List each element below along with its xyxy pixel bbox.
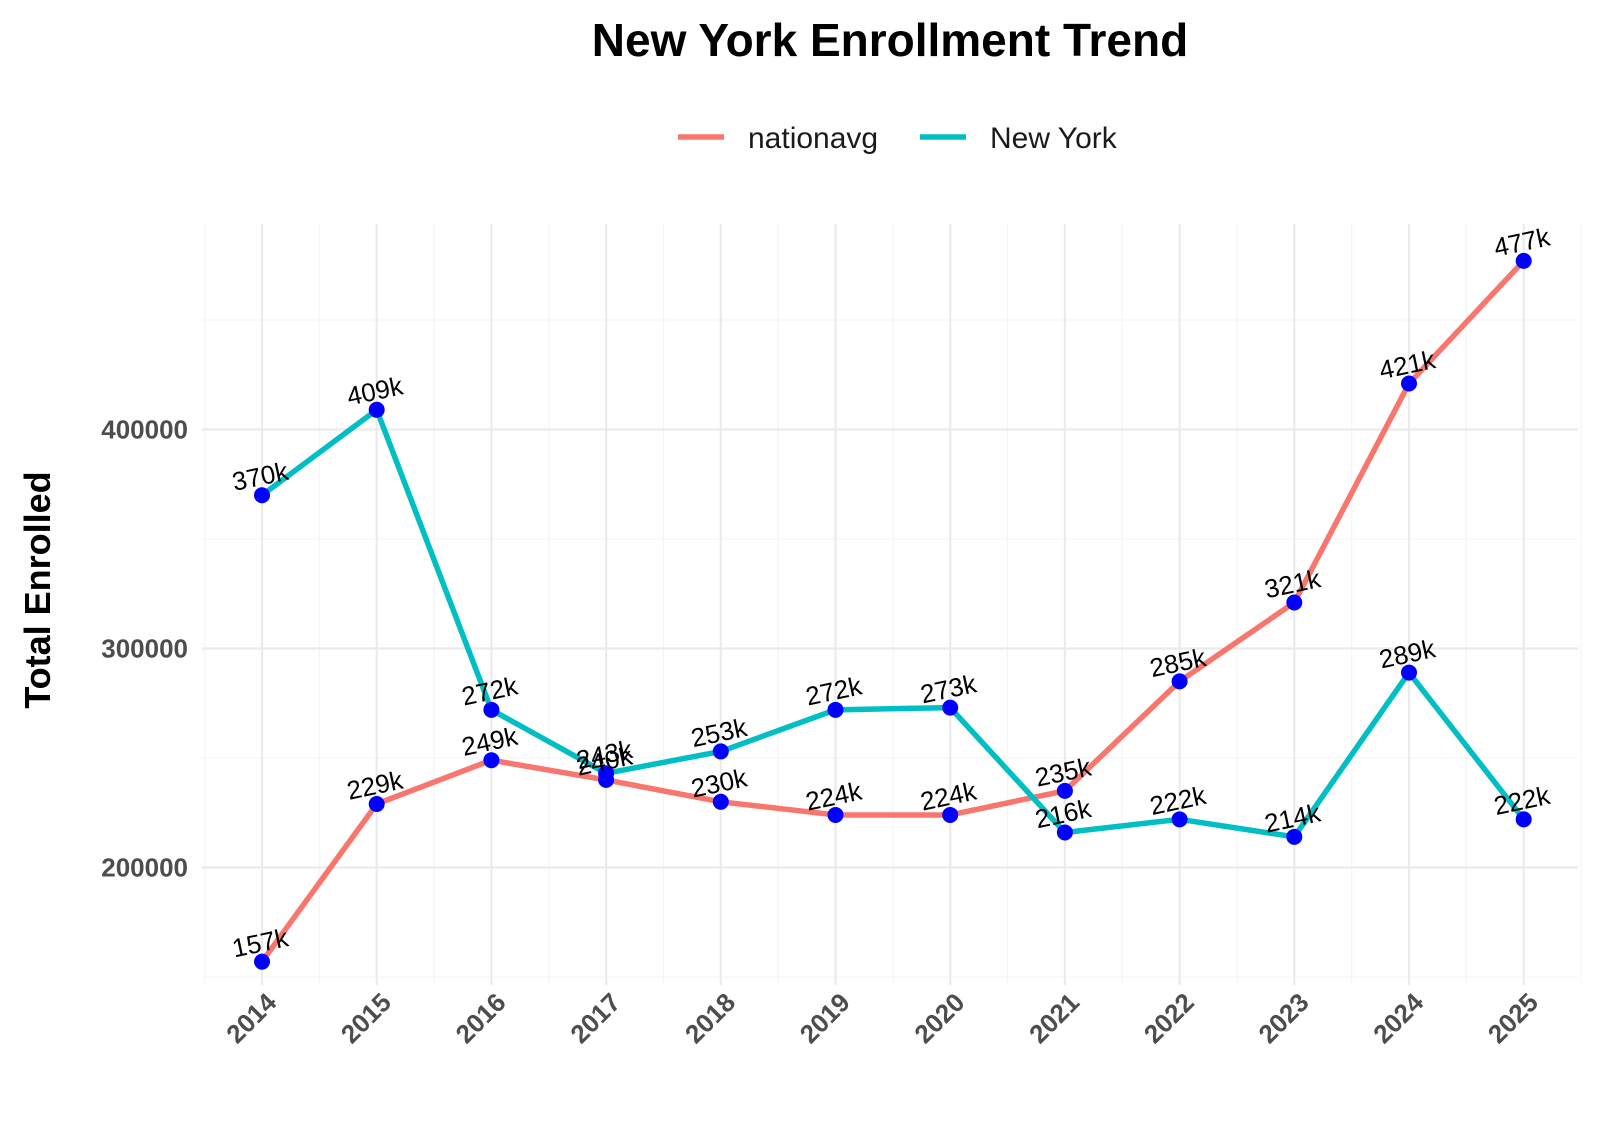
data-label-new-york: 214k [1262,797,1324,838]
data-point-new-york [827,701,844,718]
x-tick-label: 2019 [794,987,856,1049]
data-point-nationavg [1286,594,1303,611]
data-point-nationavg [483,752,500,769]
data-point-new-york [1056,824,1073,841]
data-label-new-york: 272k [803,670,865,711]
data-point-new-york [1171,811,1188,828]
data-label-nationavg: 157k [229,922,291,963]
x-tick-label: 2014 [220,987,282,1049]
x-tick-label: 2021 [1023,987,1085,1049]
data-point-new-york [942,699,959,716]
data-label-new-york: 289k [1376,633,1438,674]
data-label-nationavg: 477k [1491,221,1553,262]
points-layer [254,252,1532,970]
data-label-new-york: 272k [459,670,521,711]
x-tick-label: 2017 [564,987,626,1049]
data-point-nationavg [368,795,385,812]
data-label-nationavg: 224k [803,775,865,816]
data-label-new-york: 253k [688,712,750,753]
data-point-new-york [1401,664,1417,681]
x-tick-label: 2015 [335,987,397,1049]
data-point-new-york [1286,828,1303,845]
grid-layer [202,224,1582,985]
data-label-new-york: 409k [344,370,406,411]
legend: nationavg New York [678,122,1118,155]
data-point-new-york [368,401,385,418]
x-tick-label: 2016 [450,987,512,1049]
data-point-new-york [254,487,270,504]
data-point-new-york [598,765,615,782]
y-tick-label: 200000 [101,853,188,883]
data-label-nationavg: 229k [344,764,406,805]
data-point-nationavg [1056,782,1073,799]
data-point-nationavg [1171,673,1188,690]
y-tick-label: 300000 [101,634,188,664]
data-point-nationavg [1515,252,1532,269]
data-label-nationavg: 230k [688,762,750,803]
x-tick-label: 2020 [908,987,970,1049]
series-line-nationavg [259,258,1526,964]
data-point-new-york [483,701,500,718]
data-point-new-york [712,743,729,760]
data-label-new-york: 370k [229,456,291,497]
data-label-new-york: 273k [918,668,980,709]
data-label-nationavg: 321k [1262,563,1324,604]
data-point-new-york [1515,811,1532,828]
y-tick-label: 400000 [101,415,188,445]
legend-label: nationavg [748,122,878,155]
x-tick-label: 2022 [1138,987,1200,1049]
data-point-nationavg [254,953,270,970]
x-tick-label: 2025 [1482,987,1544,1049]
data-point-nationavg [827,806,844,823]
data-label-nationavg: 421k [1376,344,1438,385]
legend-label: New York [990,122,1118,155]
x-tick-label: 2018 [679,987,741,1049]
data-label-new-york: 222k [1147,780,1209,821]
legend-item-nationavg: nationavg [678,122,878,155]
y-axis-label: Total Enrolled [17,471,58,708]
chart-title: New York Enrollment Trend [592,14,1188,66]
data-point-nationavg [712,793,729,810]
data-label-nationavg: 249k [459,721,521,762]
series-line-new-york [260,407,1526,840]
axes-layer: 200000 300000 400000 2014 2015 2016 2017 2018 20… [101,415,1544,1050]
data-point-nationavg [1401,375,1417,392]
legend-item-new-york: New York [920,122,1118,155]
series-layer [259,258,1526,964]
x-tick-label: 2024 [1367,987,1429,1049]
x-tick-label: 2023 [1252,987,1314,1049]
data-point-nationavg [942,806,959,823]
